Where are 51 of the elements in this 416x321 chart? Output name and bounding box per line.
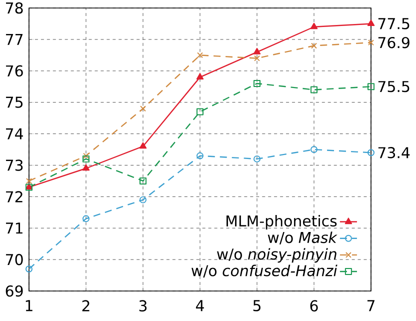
point <box>253 48 261 54</box>
point <box>367 20 375 26</box>
y-tick-label: 70 <box>6 254 23 266</box>
y-tick-label: 73 <box>6 160 23 171</box>
point <box>368 40 374 46</box>
y-tick-label: 76 <box>6 65 23 77</box>
x-tick-label: 5 <box>253 300 260 312</box>
point <box>140 177 146 184</box>
legend-label: w/o noisy-pinyin <box>216 248 336 263</box>
y-tick-label: 69 <box>6 285 23 297</box>
point <box>311 42 317 49</box>
legend-label: MLM-phonetics <box>226 215 337 230</box>
x-tick-label: 3 <box>139 300 147 312</box>
y-tick-label: 71 <box>6 222 22 234</box>
legend-label: w/o confused-Hanzi <box>192 264 338 278</box>
point <box>254 55 260 62</box>
data-label: 77.5 <box>378 18 410 30</box>
data-label: 76.9 <box>378 36 410 48</box>
point <box>140 196 146 204</box>
point <box>310 146 318 154</box>
x-tick-label: 7 <box>367 300 374 312</box>
point <box>82 155 90 162</box>
point <box>196 108 204 116</box>
x-tick-label: 1 <box>26 300 32 312</box>
point <box>254 155 260 162</box>
y-tick-label: 75 <box>6 96 23 108</box>
point <box>139 142 147 149</box>
data-label: 73.4 <box>378 146 410 158</box>
point <box>254 80 260 87</box>
y-tick-label: 72 <box>6 191 22 202</box>
point <box>82 215 90 222</box>
x-tick-label: 4 <box>196 300 204 312</box>
point <box>310 86 318 94</box>
legend-label: w/o Mask <box>268 232 338 244</box>
point <box>26 265 32 272</box>
x-tick-label: 6 <box>310 300 318 312</box>
y-tick-label: 77 <box>6 34 23 45</box>
point <box>26 178 32 184</box>
point <box>140 106 146 112</box>
point <box>83 152 89 159</box>
point <box>196 73 204 80</box>
y-tick-label: 78 <box>6 2 23 14</box>
point <box>196 152 204 160</box>
y-tick-label: 74 <box>6 128 23 140</box>
point <box>368 83 374 90</box>
x-tick-label: 2 <box>82 300 90 312</box>
point <box>310 22 318 30</box>
point <box>197 52 203 58</box>
data-label: 75.5 <box>378 81 410 92</box>
point <box>82 164 90 171</box>
point <box>368 149 374 156</box>
